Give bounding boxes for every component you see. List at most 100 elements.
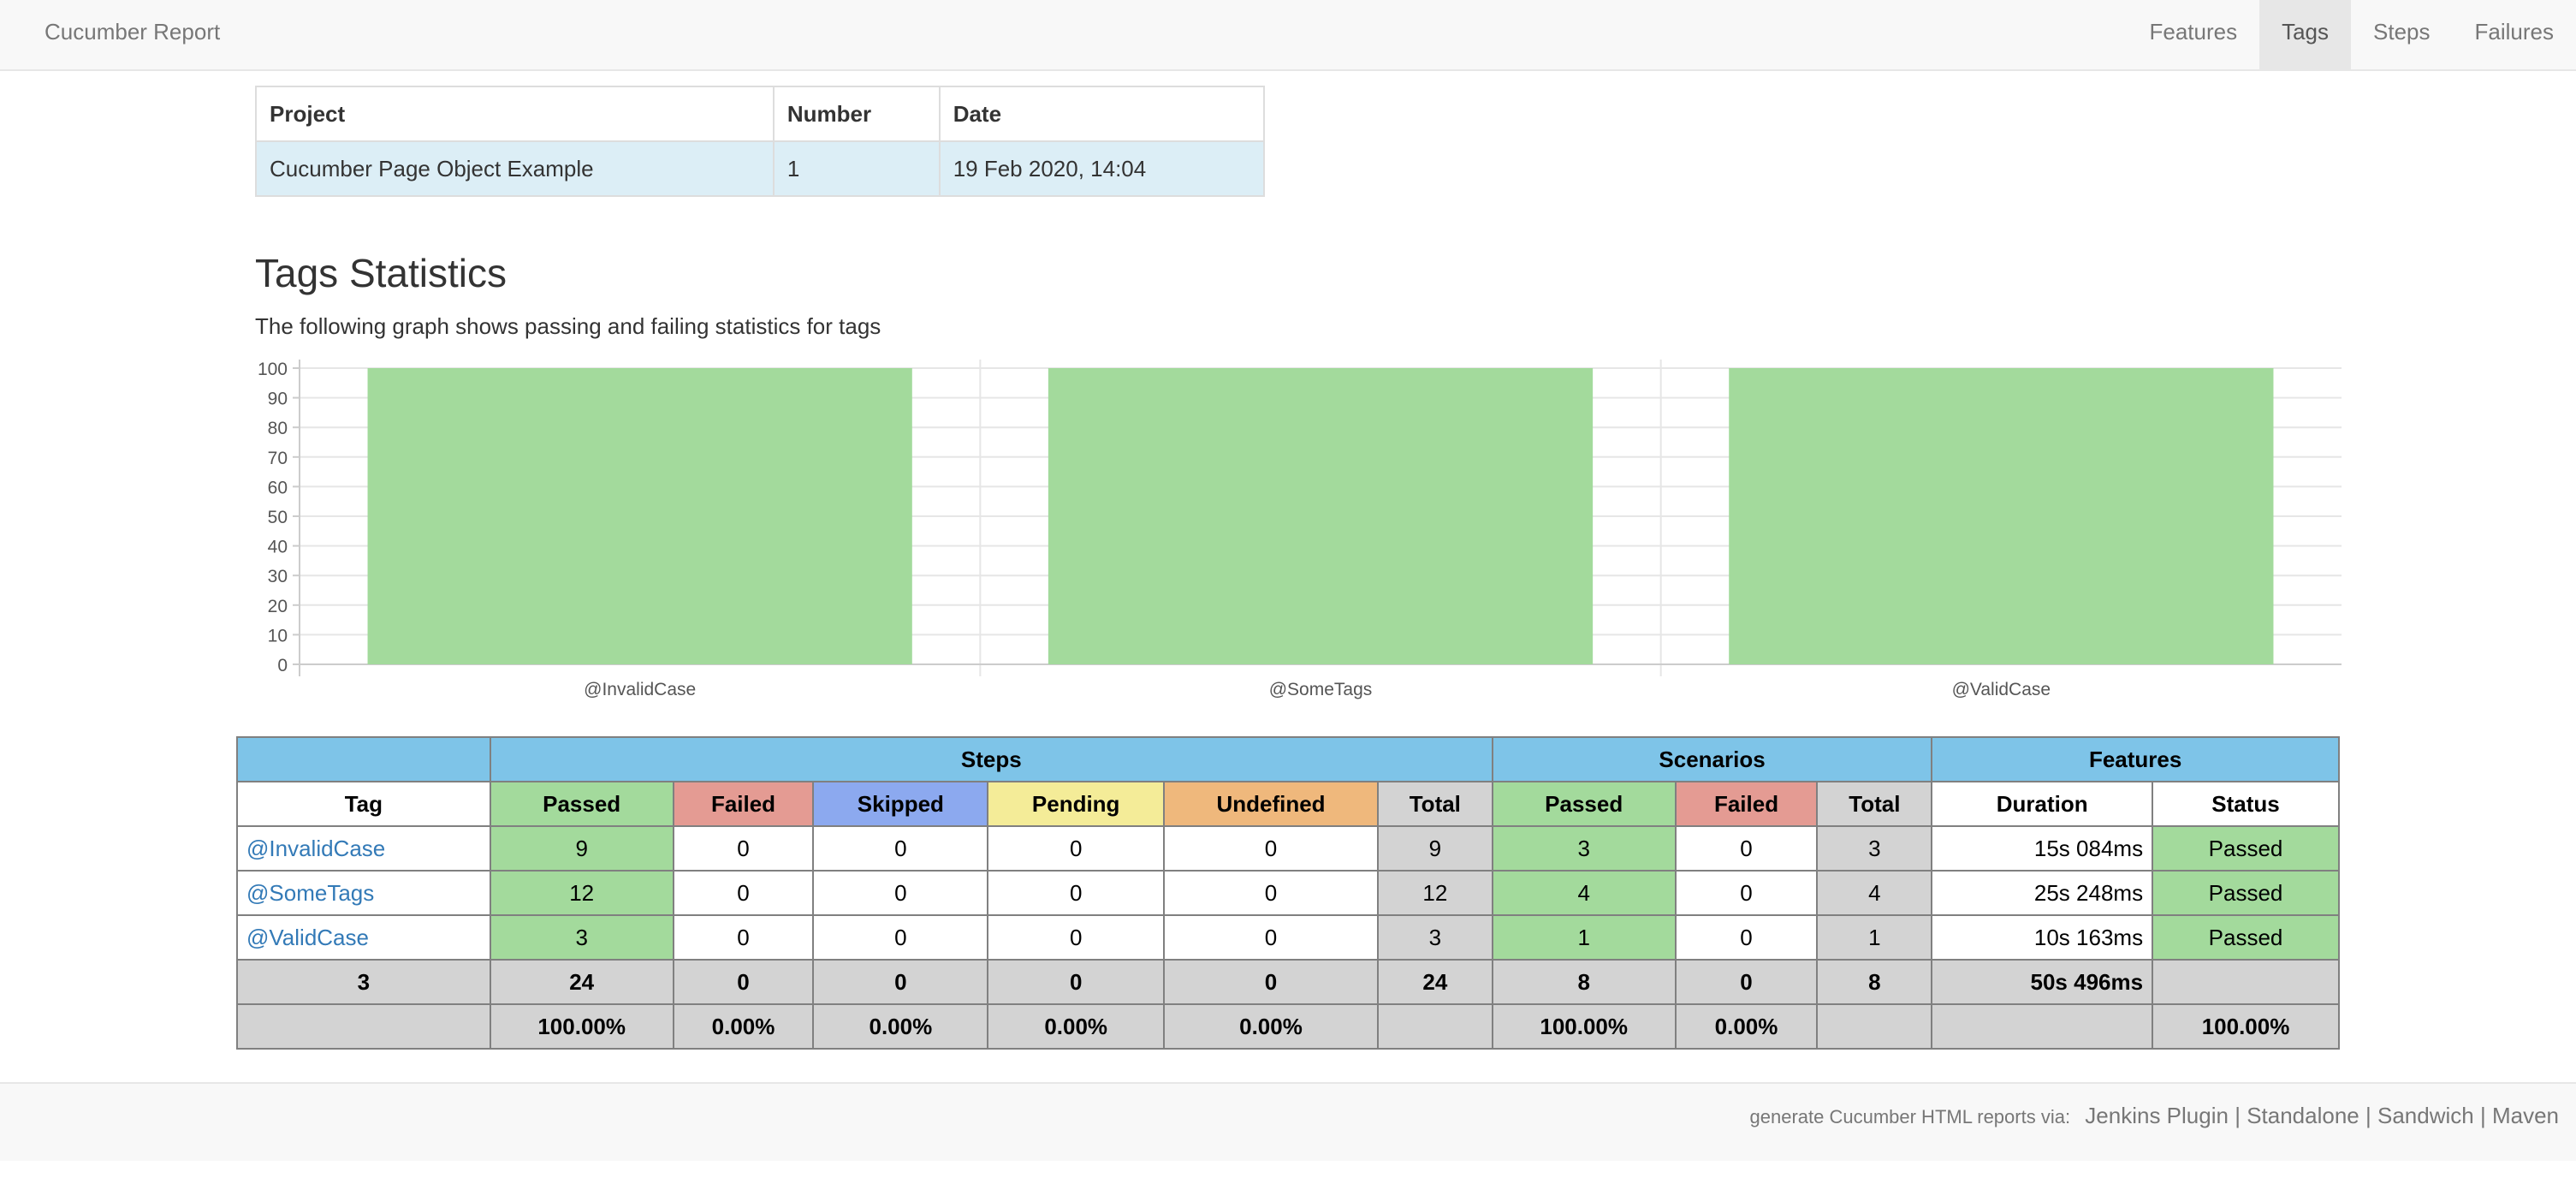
x-tick-label: @InvalidCase: [584, 680, 696, 699]
footer-link-sandwich[interactable]: Sandwich: [2377, 1103, 2474, 1128]
report-info-table: Project Number Date Cucumber Page Object…: [255, 86, 1266, 197]
totals-steps-total: 24: [1376, 959, 1493, 1005]
duration-cell: 15s 084ms: [1931, 825, 2154, 872]
bar-invalidcase: [367, 368, 912, 664]
tag-link-sometags[interactable]: @SomeTags: [236, 870, 491, 916]
steps-skipped-cell: 0: [812, 870, 989, 916]
col-header-steps-undefined[interactable]: Undefined: [1163, 781, 1379, 827]
steps-undefined-cell: 0: [1163, 870, 1379, 916]
scenarios-total-cell: 4: [1816, 870, 1933, 916]
col-header-tag[interactable]: Tag: [236, 781, 491, 827]
steps-pending-cell: 0: [987, 914, 1166, 961]
col-header-steps-pending[interactable]: Pending: [987, 781, 1166, 827]
scenarios-total-cell: 1: [1816, 914, 1933, 961]
pct-scenarios-passed: 100.00%: [1491, 1003, 1677, 1050]
nav-tags[interactable]: Tags: [2259, 0, 2352, 69]
scenarios-passed-cell: 3: [1491, 825, 1677, 872]
scenarios-passed-cell: 4: [1491, 870, 1677, 916]
y-tick-label: 70: [268, 449, 288, 468]
x-tick-label: @SomeTags: [1269, 680, 1373, 699]
scenarios-failed-cell: 0: [1674, 914, 1819, 961]
footer-link-standalone[interactable]: Standalone: [2247, 1103, 2359, 1128]
info-header-number: Number: [772, 86, 941, 142]
bar-sometags: [1048, 368, 1594, 664]
table-row: @InvalidCase 9 0 0 0 0 9 3 0 3 15s 084ms…: [236, 825, 2340, 872]
col-header-scenarios-total[interactable]: Total: [1816, 781, 1933, 827]
y-tick-label: 50: [268, 508, 288, 527]
totals-scenarios-total: 8: [1816, 959, 1933, 1005]
nav-failures[interactable]: Failures: [2474, 19, 2554, 45]
tags-statistics-table: Steps Scenarios Features Tag Passed Fail…: [236, 736, 2340, 1050]
steps-pending-cell: 0: [987, 870, 1166, 916]
y-tick-label: 0: [277, 656, 288, 675]
steps-total-cell: 12: [1376, 870, 1493, 916]
info-header-project: Project: [255, 86, 775, 142]
table-row: @SomeTags 12 0 0 0 0 12 4 0 4 25s 248ms …: [236, 870, 2340, 916]
status-cell: Passed: [2152, 825, 2340, 872]
info-project: Cucumber Page Object Example: [255, 140, 775, 197]
steps-total-cell: 9: [1376, 825, 1493, 872]
col-header-duration[interactable]: Duration: [1931, 781, 2154, 827]
duration-cell: 25s 248ms: [1931, 870, 2154, 916]
group-header-steps: Steps: [489, 736, 1493, 782]
pct-steps-passed: 100.00%: [489, 1003, 674, 1050]
pct-steps-failed: 0.00%: [672, 1003, 815, 1050]
navbar-brand[interactable]: Cucumber Report: [45, 19, 221, 45]
footer-link-jenkins-plugin[interactable]: Jenkins Plugin: [2085, 1103, 2229, 1128]
info-number: 1: [772, 140, 941, 197]
pct-steps-pending: 0.00%: [987, 1003, 1166, 1050]
col-header-steps-total[interactable]: Total: [1376, 781, 1493, 827]
steps-pending-cell: 0: [987, 825, 1166, 872]
col-header-steps-passed[interactable]: Passed: [489, 781, 674, 827]
steps-passed-cell: 9: [489, 825, 674, 872]
y-tick-label: 40: [268, 538, 288, 557]
footer-link-maven[interactable]: Maven: [2491, 1103, 2559, 1128]
pct-steps-undefined: 0.00%: [1163, 1003, 1379, 1050]
totals-row: 3 24 0 0 0 0 24 8 0 8 50s 496ms: [236, 959, 2340, 1005]
footer-separator: |: [2479, 1103, 2486, 1128]
bar-validcase: [1729, 368, 2274, 664]
steps-passed-cell: 3: [489, 914, 674, 961]
col-header-steps-skipped[interactable]: Skipped: [812, 781, 989, 827]
tag-link-invalidcase[interactable]: @InvalidCase: [236, 825, 491, 872]
pct-tag: [236, 1003, 491, 1050]
nav-steps[interactable]: Steps: [2373, 19, 2431, 45]
totals-steps-failed: 0: [672, 959, 815, 1005]
info-date: 19 Feb 2020, 14:04: [938, 140, 1266, 197]
tags-statistics-chart: 0 10 20 30 40 50 60 70 80 90 100 @InvalidCase @SomeT…: [258, 360, 2342, 699]
nav-menu: Features Tags Steps Failures: [2127, 0, 2576, 69]
footer-separator: |: [2235, 1103, 2241, 1128]
group-header-features: Features: [1931, 736, 2340, 782]
footer-label: generate Cucumber HTML reports via:: [1749, 1106, 2071, 1127]
page-title: Tags Statistics: [255, 251, 507, 295]
pct-scenarios-failed: 0.00%: [1674, 1003, 1819, 1050]
group-header-row: Steps Scenarios Features: [236, 736, 2340, 782]
steps-passed-cell: 12: [489, 870, 674, 916]
y-tick-label: 10: [268, 626, 288, 646]
steps-undefined-cell: 0: [1163, 825, 1379, 872]
pct-steps-skipped: 0.00%: [812, 1003, 989, 1050]
y-tick-label: 30: [268, 567, 288, 586]
scenarios-passed-cell: 1: [1491, 914, 1677, 961]
steps-total-cell: 3: [1376, 914, 1493, 961]
column-header-row: Tag Passed Failed Skipped Pending Undefi…: [236, 781, 2340, 827]
percentages-row: 100.00% 0.00% 0.00% 0.00% 0.00% 100.00% …: [236, 1003, 2340, 1050]
col-header-status[interactable]: Status: [2152, 781, 2340, 827]
info-header-date: Date: [938, 86, 1266, 142]
col-header-scenarios-failed[interactable]: Failed: [1674, 781, 1819, 827]
totals-scenarios-failed: 0: [1674, 959, 1819, 1005]
col-header-steps-failed[interactable]: Failed: [672, 781, 815, 827]
totals-duration: 50s 496ms: [1931, 959, 2154, 1005]
table-row: @ValidCase 3 0 0 0 0 3 1 0 1 10s 163ms P…: [236, 914, 2340, 961]
pct-status: 100.00%: [2152, 1003, 2340, 1050]
footer-separator: |: [2365, 1103, 2371, 1128]
group-header-blank: [236, 736, 491, 782]
steps-skipped-cell: 0: [812, 914, 989, 961]
nav-features[interactable]: Features: [2149, 19, 2238, 45]
scenarios-failed-cell: 0: [1674, 870, 1819, 916]
pct-duration: [1931, 1003, 2154, 1050]
tag-link-validcase[interactable]: @ValidCase: [236, 914, 491, 961]
col-header-scenarios-passed[interactable]: Passed: [1491, 781, 1677, 827]
info-row: Cucumber Page Object Example 1 19 Feb 20…: [255, 140, 1266, 197]
totals-scenarios-passed: 8: [1491, 959, 1677, 1005]
